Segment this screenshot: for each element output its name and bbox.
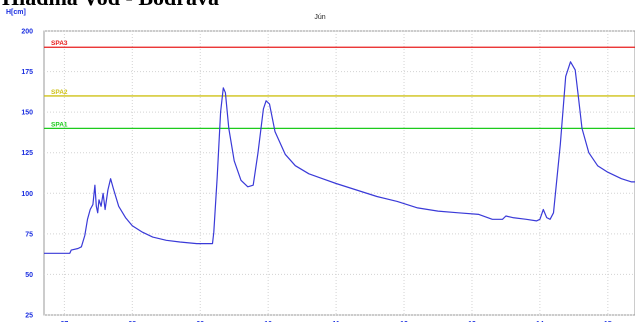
y-tick-label: 100 — [21, 191, 33, 198]
y-tick-label: 200 — [21, 29, 33, 36]
y-tick-label: 25 — [25, 313, 33, 320]
y-tick-label: 75 — [25, 231, 33, 238]
threshold-label-spa1: SPA1 — [51, 121, 68, 128]
y-tick-label: 125 — [21, 150, 33, 157]
y-tick-label: 50 — [25, 272, 33, 279]
threshold-label-spa3: SPA3 — [51, 40, 68, 47]
y-tick-label: 175 — [21, 69, 33, 76]
month-label: Jún — [314, 14, 326, 21]
y-axis-title: H[cm] — [6, 9, 26, 16]
plot-area — [43, 30, 635, 316]
y-tick-label: 150 — [21, 110, 33, 117]
page-title: Hladina Vod - Bodrava — [2, 0, 219, 11]
threshold-label-spa2: SPA2 — [51, 89, 68, 96]
series-line-water-level — [44, 61, 635, 254]
